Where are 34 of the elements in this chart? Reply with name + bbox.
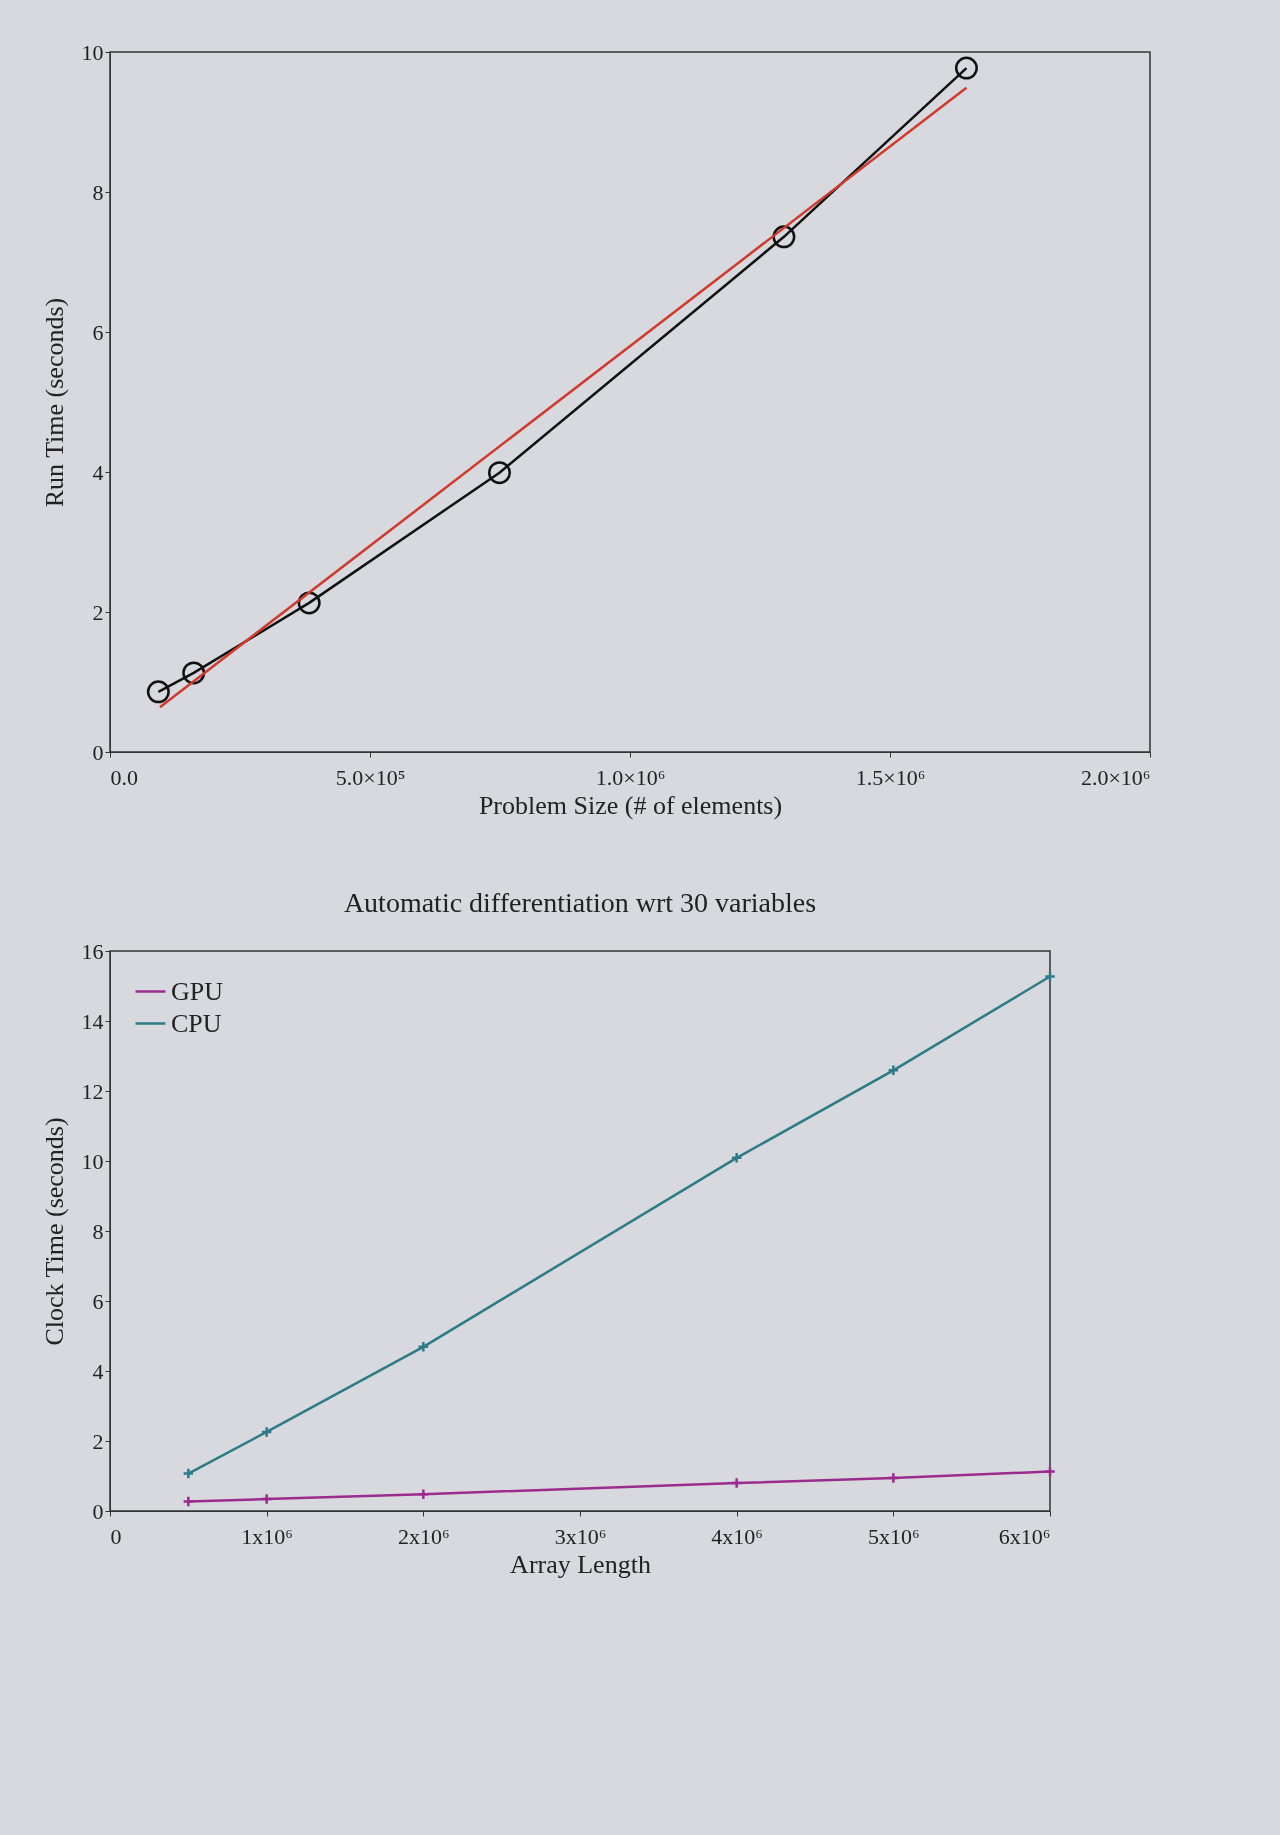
legend-label: CPU <box>171 1008 222 1038</box>
y-tick-label: 2 <box>92 599 104 625</box>
chart-title: Automatic differentiation wrt 30 variables <box>343 887 817 918</box>
y-tick-label: 0 <box>92 1498 104 1524</box>
y-axis-title: Run Time (seconds) <box>39 297 69 508</box>
x-tick-label: 1x10⁶ <box>241 1523 293 1549</box>
x-tick-label: 5x10⁶ <box>868 1523 920 1549</box>
x-tick-label: 2x10⁶ <box>398 1523 450 1549</box>
y-tick-label: 0 <box>92 739 104 765</box>
y-tick-label: 8 <box>92 179 104 205</box>
y-tick-label: 10 <box>81 1148 104 1174</box>
x-tick-label: 1.0×10⁶ <box>595 764 666 790</box>
x-axis-title: Problem Size (# of elements) <box>478 790 783 820</box>
y-tick-label: 6 <box>92 319 104 345</box>
y-tick-label: 10 <box>81 39 104 65</box>
y-tick-label: 16 <box>81 938 104 964</box>
x-tick-label: 3x10⁶ <box>554 1523 607 1549</box>
y-tick-label: 8 <box>92 1218 104 1244</box>
y-tick-label: 4 <box>92 459 104 485</box>
y-tick-label: 2 <box>92 1428 104 1454</box>
y-tick-label: 14 <box>81 1008 104 1034</box>
x-tick-label: 0.0 <box>110 764 138 790</box>
x-tick-label: 2.0×10⁶ <box>1080 764 1151 790</box>
y-tick-label: 4 <box>92 1358 104 1384</box>
x-axis-title: Array Length <box>510 1549 651 1579</box>
y-axis-title: Clock Time (seconds) <box>39 1117 69 1346</box>
y-tick-label: 6 <box>92 1288 104 1314</box>
x-tick-label: 6x10⁶ <box>998 1523 1051 1549</box>
x-tick-label: 1.5×10⁶ <box>855 764 926 790</box>
x-tick-label: 0 <box>110 1523 122 1549</box>
y-tick-label: 12 <box>81 1078 104 1104</box>
x-tick-label: 5.0×10⁵ <box>335 764 406 790</box>
x-tick-label: 4x10⁶ <box>711 1523 763 1549</box>
legend-label: GPU <box>171 976 224 1006</box>
